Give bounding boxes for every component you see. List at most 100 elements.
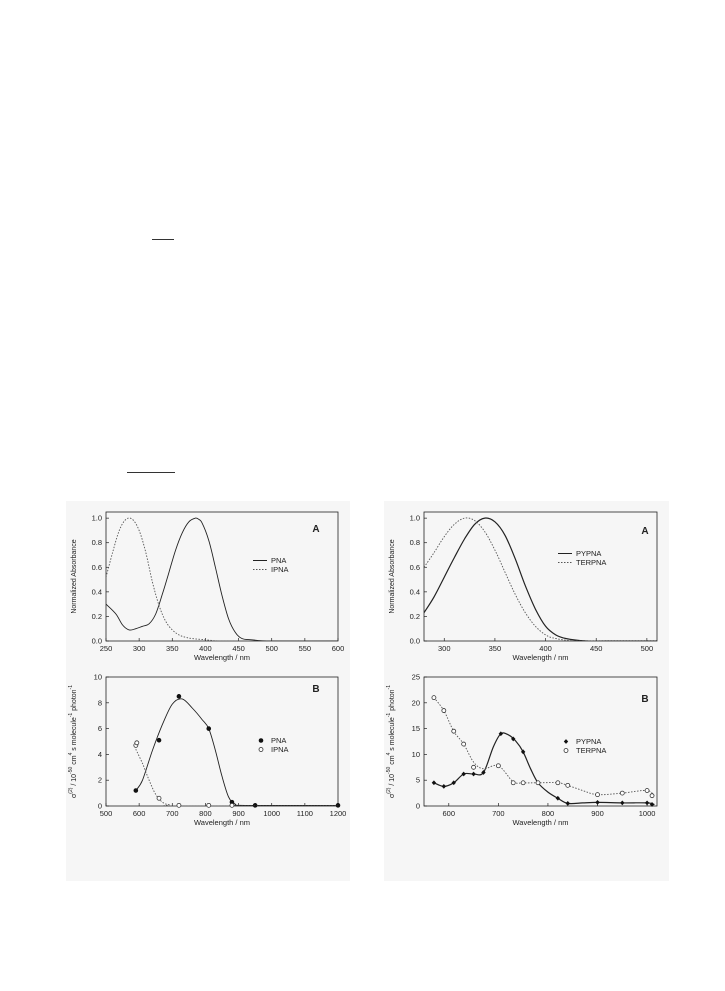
chart-3: 500 600 700 800 900 1000 1100 1200 0 2 4 6 8 10 Wavele…	[68, 673, 346, 828]
y-axis-label: Normalized Absorbance	[71, 539, 78, 613]
series-line-pna	[135, 698, 338, 806]
y-axis-label-group: Normalized Absorbance	[71, 539, 78, 613]
legend-marker-pypna	[563, 739, 569, 744]
y-tick-label: 6	[98, 724, 102, 733]
legend-label-terpna: TERPNA	[576, 558, 606, 567]
y-axis-label: σ(2) / 10-50 cm4 s molecule-1 photon-1	[386, 685, 396, 798]
x-tick-label: 700	[166, 809, 179, 818]
y-tick-label: 0	[416, 802, 420, 811]
y-tick-label: 0.6	[410, 563, 420, 572]
series-line-pypna	[424, 517, 657, 641]
y-tick-label: 25	[412, 673, 420, 682]
data-point-ipna	[176, 802, 182, 808]
y-tick-label: 1.0	[92, 514, 102, 523]
data-point-pypna	[481, 770, 486, 775]
x-tick-label: 600	[133, 809, 146, 818]
legend-label-terpna: TERPNA	[576, 746, 606, 755]
x-tick-label: 300	[133, 644, 146, 653]
x-tick-label: 500	[265, 644, 278, 653]
panel-label: B	[312, 684, 319, 695]
x-tick-label: 1000	[639, 809, 656, 818]
data-point-terpna	[619, 790, 625, 796]
x-tick-label: 800	[542, 809, 555, 818]
legend-label-ipna: IPNA	[271, 565, 289, 574]
x-tick-label: 1200	[330, 809, 347, 818]
y-tick-label: 1.0	[410, 514, 420, 523]
data-point-pypna	[555, 795, 561, 801]
series-line-terpna	[433, 697, 655, 798]
legend-marker-ipna	[258, 747, 264, 752]
data-point-ipna	[206, 802, 212, 808]
data-point-terpna	[431, 695, 437, 701]
series-line-terpna	[424, 517, 657, 641]
y-tick-label: 0.4	[410, 587, 420, 596]
y-tick-label: 20	[412, 698, 420, 707]
legend-label-ipna: IPNA	[271, 745, 289, 754]
chart-1: 250 300 350 400 450 500 550 600 0.0 0.2 0.4 0.6 0.8 1…	[71, 511, 344, 662]
x-tick-label: 900	[232, 809, 245, 818]
y-tick-label: 0.8	[92, 538, 102, 547]
x-tick-label: 1100	[297, 809, 313, 818]
data-point-terpna	[644, 788, 650, 793]
y-axis-label-group: Normalized Absorbance	[389, 539, 396, 613]
x-tick-label: 500	[641, 644, 654, 653]
x-tick-label: 400	[199, 644, 212, 653]
y-axis-label: σ(2) / 10-50 cm4 s molecule-1 photon-1	[68, 685, 78, 798]
data-point-pna	[176, 694, 182, 699]
x-tick-label: 350	[489, 644, 502, 653]
right-figure-panel	[384, 501, 669, 881]
data-point-terpna	[510, 780, 516, 786]
x-tick-label: 1000	[263, 809, 280, 818]
data-point-pypna	[498, 731, 504, 737]
legend-marker-terpna	[563, 748, 569, 753]
data-point-pna	[156, 737, 162, 743]
panel-label: A	[312, 524, 319, 535]
data-point-terpna	[441, 708, 447, 713]
x-axis-label: Wavelength / nm	[194, 653, 250, 662]
y-axis-label: Normalized Absorbance	[389, 539, 396, 613]
y-tick-label: 0.2	[92, 612, 102, 621]
legend-label-pypna: PYPNA	[576, 549, 601, 558]
data-point-terpna	[471, 764, 476, 770]
y-tick-label: 8	[98, 698, 102, 707]
x-axis-label: Wavelength / nm	[513, 653, 569, 662]
data-point-pypna	[620, 800, 625, 806]
data-point-terpna	[451, 728, 457, 734]
data-point-pypna	[471, 771, 476, 777]
data-point-pypna	[644, 800, 650, 806]
data-point-terpna	[595, 792, 600, 798]
data-point-pna	[252, 803, 258, 808]
text-rule-long	[127, 472, 175, 473]
data-point-terpna	[565, 782, 571, 788]
y-tick-label: 0	[98, 802, 102, 811]
y-axis-label-group: σ(2) / 10-50 cm4 s molecule-1 photon-1	[68, 685, 78, 798]
panel-label: B	[641, 694, 648, 705]
data-point-pypna	[520, 749, 526, 755]
y-tick-label: 0.8	[410, 538, 420, 547]
series-line-ipna	[135, 749, 338, 806]
text-rule-short	[152, 239, 174, 240]
x-tick-label: 600	[443, 809, 456, 818]
data-point-terpna	[520, 780, 526, 786]
x-tick-label: 900	[591, 809, 604, 818]
plot-frame	[105, 676, 339, 807]
y-tick-label: 15	[412, 724, 420, 733]
data-point-pypna	[565, 801, 570, 806]
y-tick-label: 5	[416, 776, 420, 785]
y-tick-label: 4	[98, 750, 102, 759]
data-point-ipna	[156, 795, 162, 801]
x-tick-label: 400	[539, 644, 552, 653]
data-point-pna	[206, 726, 212, 731]
data-point-pypna	[441, 783, 447, 789]
y-tick-label: 10	[412, 750, 420, 759]
x-tick-label: 450	[232, 644, 245, 653]
y-tick-label: 0.0	[410, 637, 420, 646]
data-point-terpna	[461, 741, 467, 747]
x-tick-label: 250	[100, 644, 113, 653]
data-point-terpna	[649, 793, 655, 799]
y-axis-label-group: σ(2) / 10-50 cm4 s molecule-1 photon-1	[386, 685, 396, 798]
data-point-pypna	[511, 736, 516, 742]
left-figure-panel	[66, 501, 350, 881]
legend-label-pna: PNA	[271, 736, 286, 745]
